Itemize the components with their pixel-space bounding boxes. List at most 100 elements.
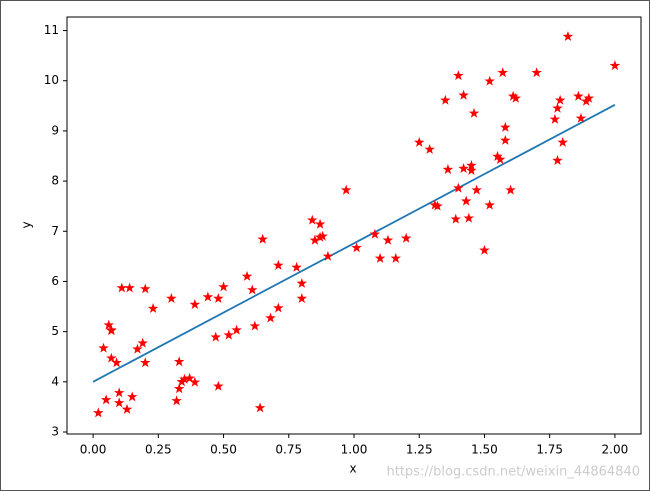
point: [166, 293, 177, 303]
y-tick-label: 9: [51, 123, 59, 137]
point: [460, 195, 472, 206]
point: [552, 102, 563, 113]
point: [173, 383, 185, 394]
point: [322, 250, 334, 261]
point: [189, 376, 201, 387]
point: [254, 402, 266, 413]
point: [179, 373, 190, 384]
point: [213, 293, 224, 303]
fit-line: [92, 104, 616, 383]
point: [400, 232, 412, 243]
point: [314, 231, 326, 242]
point: [106, 325, 117, 336]
point: [453, 182, 464, 193]
point: [340, 184, 352, 195]
point: [189, 299, 201, 309]
point: [494, 154, 506, 164]
point: [103, 319, 114, 330]
x-axis-label: x: [349, 462, 356, 476]
point: [121, 403, 133, 414]
point: [468, 107, 480, 118]
y-tick-label: 7: [51, 224, 59, 238]
point: [471, 184, 482, 195]
x-tick-label: 2.00: [602, 443, 629, 457]
point: [484, 75, 495, 86]
point: [137, 337, 148, 348]
point: [173, 356, 185, 367]
point: [291, 261, 302, 272]
x-tick-label: 1.75: [536, 443, 563, 457]
point: [241, 270, 253, 281]
point: [213, 380, 224, 391]
point: [562, 31, 574, 42]
point: [98, 342, 109, 353]
point: [140, 283, 151, 294]
point: [296, 293, 308, 303]
point: [382, 234, 394, 245]
point: [573, 90, 584, 101]
y-tick-label: 5: [51, 324, 59, 338]
watermark: https://blog.csdn.net/weixin_44864840: [386, 465, 640, 480]
point: [369, 228, 381, 239]
point: [314, 218, 326, 229]
x-tick-label: 0.75: [275, 443, 302, 457]
point: [106, 352, 117, 363]
point: [317, 230, 328, 241]
point: [479, 244, 490, 255]
point: [424, 143, 435, 154]
y-tick-label: 10: [44, 73, 59, 87]
point: [223, 329, 234, 340]
point: [505, 184, 516, 195]
point: [500, 121, 511, 132]
point: [466, 160, 477, 170]
point: [466, 165, 477, 175]
point: [492, 151, 503, 161]
point: [609, 60, 621, 71]
point: [247, 284, 258, 295]
point: [414, 136, 425, 147]
y-tick-label: 11: [44, 23, 59, 37]
point: [458, 163, 469, 173]
y-tick-label: 3: [51, 424, 59, 438]
point: [554, 94, 566, 105]
point: [497, 67, 508, 78]
point: [453, 70, 464, 81]
point: [273, 302, 284, 313]
x-tick-label: 1.50: [471, 443, 498, 457]
point: [374, 252, 386, 263]
point: [351, 242, 362, 253]
point: [549, 113, 561, 124]
x-tick-label: 0.50: [210, 443, 237, 457]
point: [210, 331, 221, 342]
point: [557, 136, 568, 147]
point: [463, 212, 475, 223]
x-tick-label: 1.00: [341, 443, 368, 457]
point: [124, 282, 135, 293]
point: [113, 387, 125, 398]
x-tick-label: 1.25: [406, 443, 433, 457]
point: [442, 164, 454, 174]
point: [307, 214, 318, 225]
point: [510, 92, 521, 103]
point: [218, 281, 229, 292]
y-axis-label: y: [20, 221, 34, 228]
point: [552, 155, 563, 165]
point: [500, 134, 511, 145]
point: [184, 372, 195, 383]
point: [132, 343, 143, 354]
point: [100, 394, 112, 405]
point: [273, 259, 284, 270]
point: [432, 200, 443, 211]
y-tick-label: 8: [51, 174, 59, 188]
point: [450, 213, 461, 224]
point: [231, 324, 242, 335]
point: [111, 357, 122, 368]
point: [484, 199, 495, 210]
y-tick-label: 6: [51, 274, 59, 288]
point: [249, 320, 261, 331]
point: [147, 303, 159, 313]
point: [176, 376, 188, 387]
